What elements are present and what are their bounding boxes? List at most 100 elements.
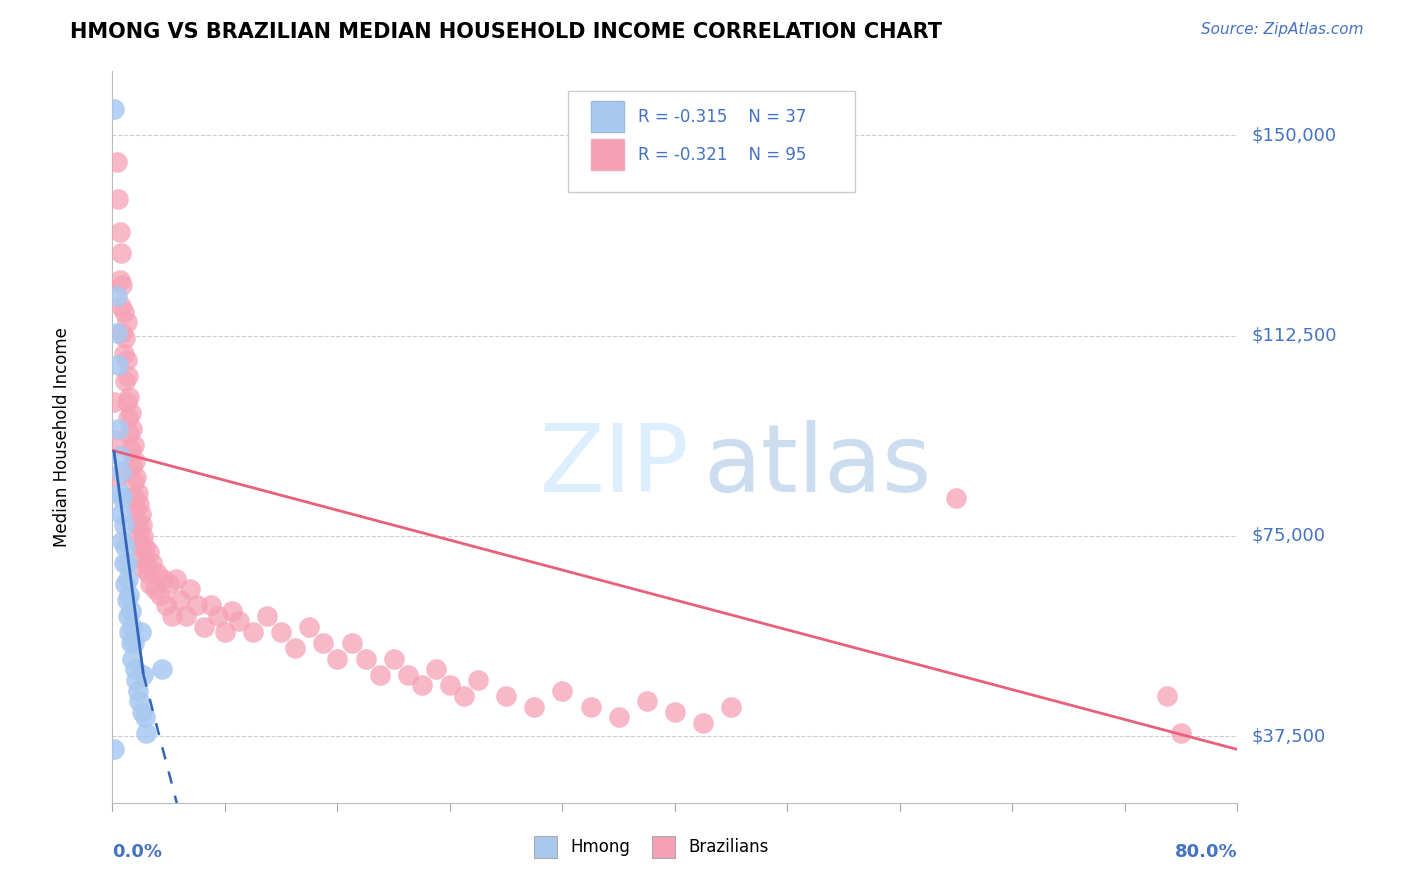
Point xyxy=(132,667,155,681)
Point xyxy=(692,715,714,730)
Point xyxy=(1156,689,1178,703)
Point xyxy=(121,459,143,474)
Point xyxy=(124,454,146,468)
Point xyxy=(114,331,136,345)
Point xyxy=(104,433,127,447)
Text: Brazilians: Brazilians xyxy=(689,838,769,855)
Point xyxy=(425,662,447,676)
Point xyxy=(128,497,150,511)
Text: R = -0.315    N = 37: R = -0.315 N = 37 xyxy=(638,108,806,126)
Point xyxy=(107,422,129,436)
Point xyxy=(945,491,967,506)
Point xyxy=(120,443,142,458)
Point xyxy=(411,678,433,692)
FancyBboxPatch shape xyxy=(568,91,855,192)
Point xyxy=(107,358,129,372)
Point xyxy=(193,619,215,633)
Point xyxy=(125,502,148,516)
Bar xyxy=(591,102,624,132)
Point xyxy=(105,288,128,302)
Point xyxy=(607,710,630,724)
Point xyxy=(135,556,157,570)
Point xyxy=(124,491,146,506)
Text: $150,000: $150,000 xyxy=(1251,127,1336,145)
Point xyxy=(132,529,155,543)
Point xyxy=(105,155,128,169)
Point xyxy=(121,619,143,633)
Point xyxy=(160,609,183,624)
Point xyxy=(141,556,163,570)
Text: $37,500: $37,500 xyxy=(1251,727,1326,745)
Point xyxy=(110,508,132,522)
Point xyxy=(326,651,349,665)
Point xyxy=(112,304,135,318)
Point xyxy=(108,449,131,463)
Point xyxy=(134,540,156,554)
Text: R = -0.321    N = 95: R = -0.321 N = 95 xyxy=(638,145,806,164)
Point xyxy=(467,673,489,687)
Point xyxy=(127,518,149,533)
Point xyxy=(221,604,243,618)
Point xyxy=(115,315,138,329)
Text: Hmong: Hmong xyxy=(571,838,630,855)
Point xyxy=(396,667,419,681)
Point xyxy=(298,619,321,633)
Point xyxy=(207,609,229,624)
Point xyxy=(114,540,136,554)
Point xyxy=(664,705,686,719)
Point xyxy=(135,726,157,740)
Point xyxy=(150,662,173,676)
Text: HMONG VS BRAZILIAN MEDIAN HOUSEHOLD INCOME CORRELATION CHART: HMONG VS BRAZILIAN MEDIAN HOUSEHOLD INCO… xyxy=(70,22,942,42)
Point xyxy=(112,556,135,570)
Text: 80.0%: 80.0% xyxy=(1174,843,1237,861)
Point xyxy=(127,683,149,698)
Point xyxy=(120,604,142,618)
Point xyxy=(453,689,475,703)
Point xyxy=(129,540,152,554)
Point xyxy=(103,742,125,756)
Point xyxy=(139,577,162,591)
Point xyxy=(186,599,208,613)
Point xyxy=(179,582,201,597)
Point xyxy=(354,651,377,665)
Point xyxy=(523,699,546,714)
Point xyxy=(115,556,138,570)
Text: Median Household Income: Median Household Income xyxy=(53,327,70,547)
Point xyxy=(129,508,152,522)
Point xyxy=(200,599,222,613)
Point xyxy=(108,225,131,239)
Point xyxy=(125,470,148,484)
Point xyxy=(117,572,139,586)
Point xyxy=(110,465,132,479)
Point xyxy=(110,246,132,260)
Point xyxy=(131,550,153,565)
Point xyxy=(112,518,135,533)
Point xyxy=(112,347,135,361)
Point xyxy=(1170,726,1192,740)
Text: atlas: atlas xyxy=(703,420,931,512)
Point xyxy=(124,662,146,676)
Point xyxy=(146,566,169,581)
Point xyxy=(155,599,177,613)
Point xyxy=(118,427,141,442)
Point xyxy=(132,561,155,575)
Bar xyxy=(652,836,675,858)
Point xyxy=(117,411,139,425)
Point xyxy=(127,486,149,500)
Point xyxy=(115,352,138,367)
Point xyxy=(125,673,148,687)
Point xyxy=(131,705,153,719)
Point xyxy=(138,545,160,559)
Point xyxy=(117,609,139,624)
Point xyxy=(340,635,363,649)
Point xyxy=(103,395,125,409)
Bar xyxy=(534,836,557,858)
Point xyxy=(121,651,143,665)
Bar xyxy=(591,139,624,170)
Point xyxy=(108,272,131,286)
Point xyxy=(242,624,264,639)
Point xyxy=(720,699,742,714)
Point xyxy=(111,277,134,292)
Point xyxy=(165,572,187,586)
Point xyxy=(157,577,180,591)
